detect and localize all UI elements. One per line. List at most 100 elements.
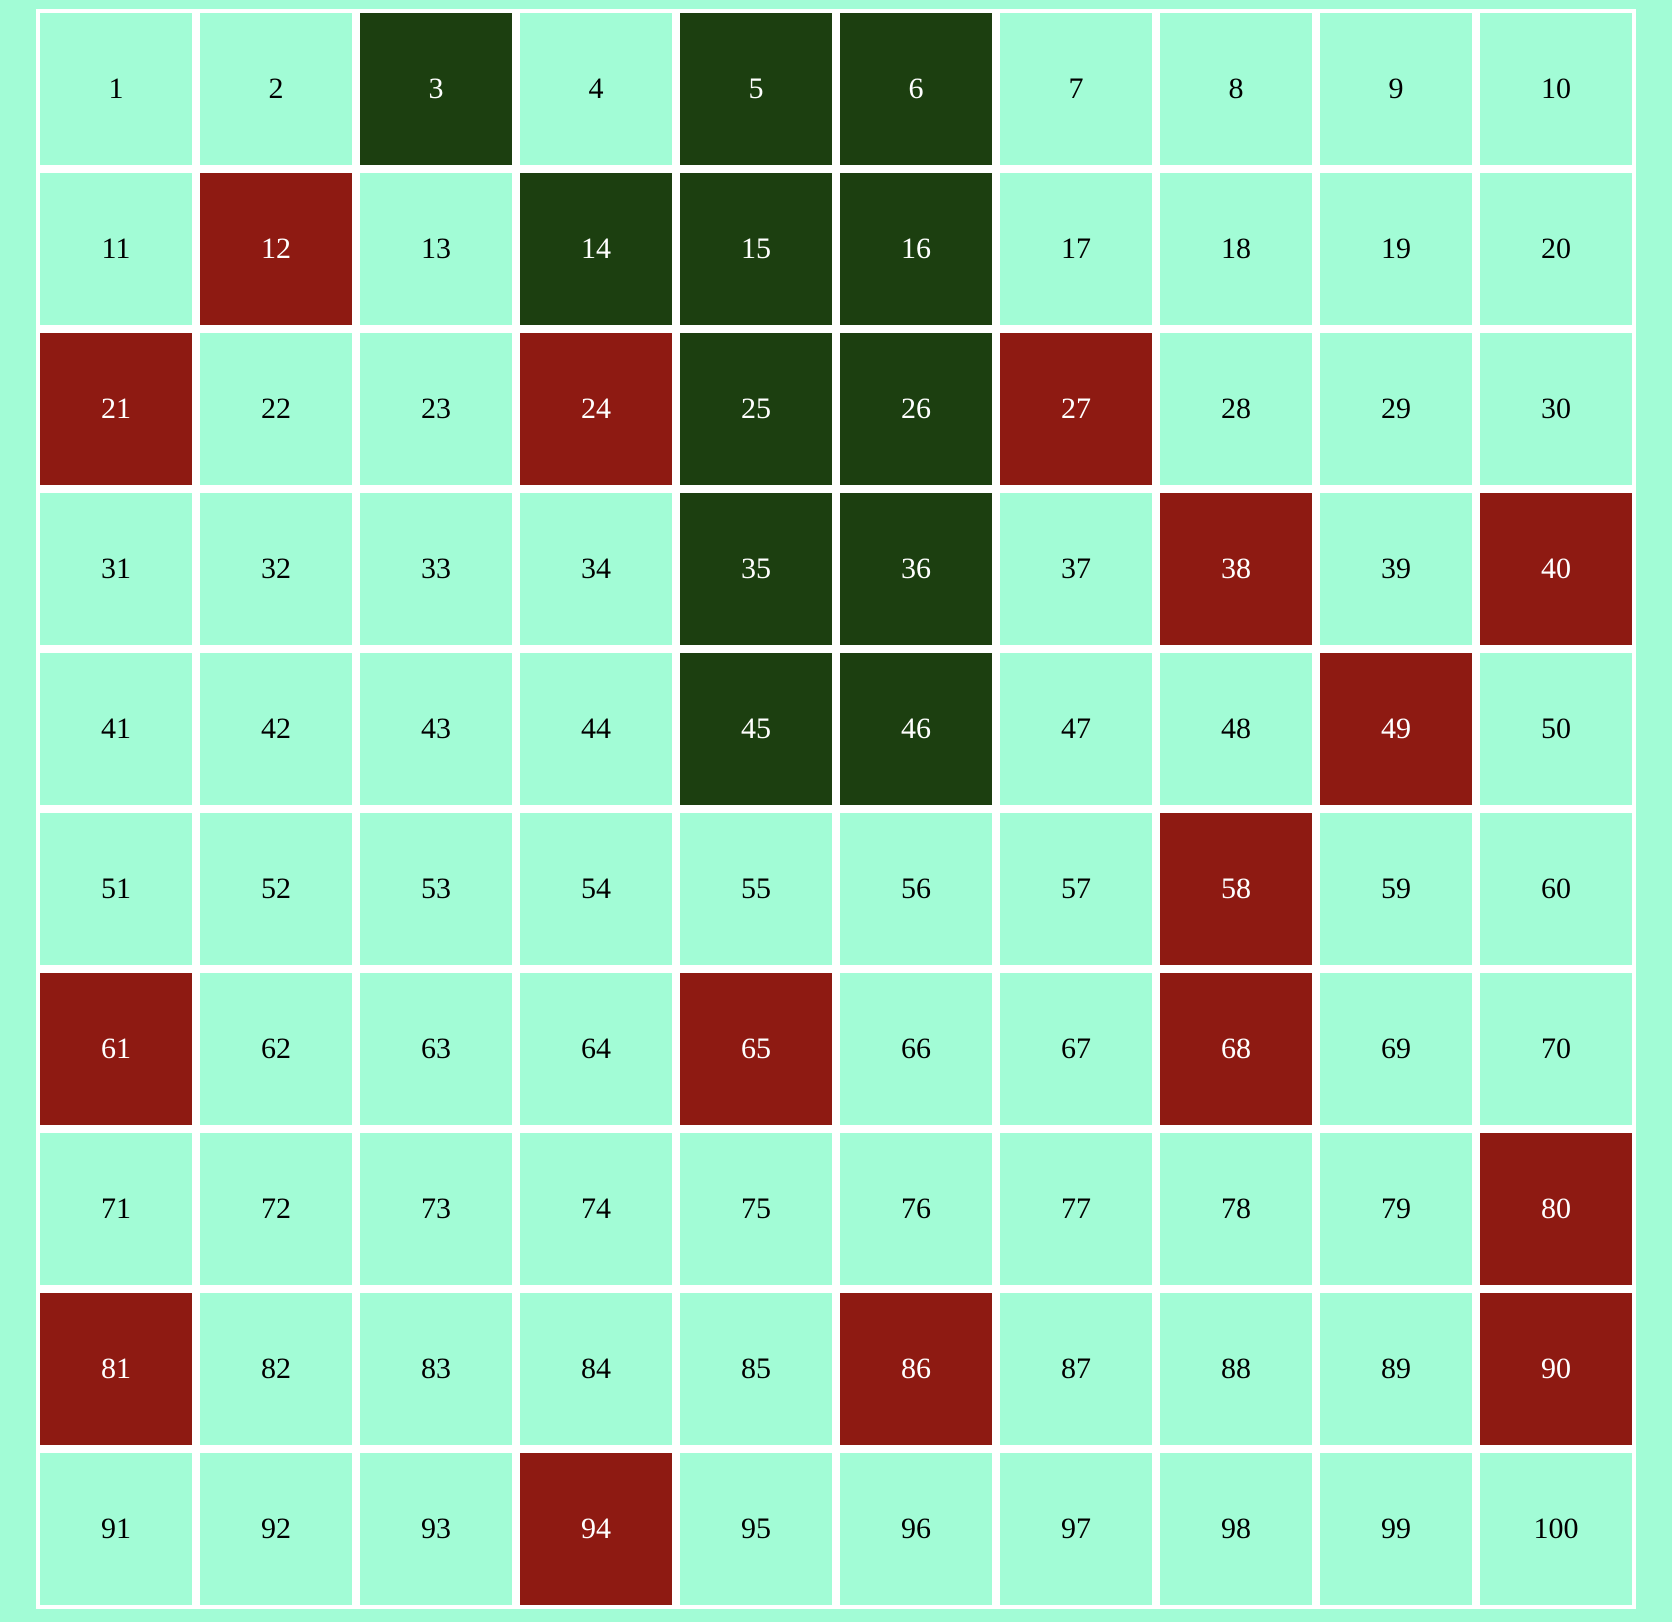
board-cell-2[interactable]: 2 [200, 13, 352, 165]
board-cell-48[interactable]: 48 [1160, 653, 1312, 805]
board-cell-72[interactable]: 72 [200, 1133, 352, 1285]
board-cell-95[interactable]: 95 [680, 1453, 832, 1605]
board-cell-37[interactable]: 37 [1000, 493, 1152, 645]
board-cell-62[interactable]: 62 [200, 973, 352, 1125]
board-cell-7[interactable]: 7 [1000, 13, 1152, 165]
board-cell-52[interactable]: 52 [200, 813, 352, 965]
board-cell-38-food[interactable]: 38 [1160, 493, 1312, 645]
board-cell-17[interactable]: 17 [1000, 173, 1152, 325]
board-cell-88[interactable]: 88 [1160, 1293, 1312, 1445]
board-cell-91[interactable]: 91 [40, 1453, 192, 1605]
board-cell-90-food[interactable]: 90 [1480, 1293, 1632, 1445]
board-cell-29[interactable]: 29 [1320, 333, 1472, 485]
board-cell-30[interactable]: 30 [1480, 333, 1632, 485]
board-cell-63[interactable]: 63 [360, 973, 512, 1125]
board-cell-85[interactable]: 85 [680, 1293, 832, 1445]
board-cell-19[interactable]: 19 [1320, 173, 1472, 325]
board-cell-26-snake[interactable]: 26 [840, 333, 992, 485]
board-cell-23[interactable]: 23 [360, 333, 512, 485]
board-cell-86-food[interactable]: 86 [840, 1293, 992, 1445]
board-cell-73[interactable]: 73 [360, 1133, 512, 1285]
board-cell-14-snake[interactable]: 14 [520, 173, 672, 325]
board-cell-11[interactable]: 11 [40, 173, 192, 325]
board-cell-4[interactable]: 4 [520, 13, 672, 165]
board-cell-15-snake[interactable]: 15 [680, 173, 832, 325]
board-cell-69[interactable]: 69 [1320, 973, 1472, 1125]
board-cell-68-food[interactable]: 68 [1160, 973, 1312, 1125]
board-cell-77[interactable]: 77 [1000, 1133, 1152, 1285]
board-cell-50[interactable]: 50 [1480, 653, 1632, 805]
board-cell-82[interactable]: 82 [200, 1293, 352, 1445]
board-cell-47[interactable]: 47 [1000, 653, 1152, 805]
board-cell-80-food[interactable]: 80 [1480, 1133, 1632, 1285]
board-cell-57[interactable]: 57 [1000, 813, 1152, 965]
board-cell-84[interactable]: 84 [520, 1293, 672, 1445]
board-cell-27-food[interactable]: 27 [1000, 333, 1152, 485]
board-cell-76[interactable]: 76 [840, 1133, 992, 1285]
board-cell-10[interactable]: 10 [1480, 13, 1632, 165]
board-cell-78[interactable]: 78 [1160, 1133, 1312, 1285]
board-cell-75[interactable]: 75 [680, 1133, 832, 1285]
board-cell-55[interactable]: 55 [680, 813, 832, 965]
board-cell-1[interactable]: 1 [40, 13, 192, 165]
board-cell-40-food[interactable]: 40 [1480, 493, 1632, 645]
board-cell-70[interactable]: 70 [1480, 973, 1632, 1125]
board-cell-16-snake[interactable]: 16 [840, 173, 992, 325]
board-cell-87[interactable]: 87 [1000, 1293, 1152, 1445]
board-cell-94-food[interactable]: 94 [520, 1453, 672, 1605]
board-cell-46-snake[interactable]: 46 [840, 653, 992, 805]
board-cell-98[interactable]: 98 [1160, 1453, 1312, 1605]
board-cell-28[interactable]: 28 [1160, 333, 1312, 485]
board-cell-71[interactable]: 71 [40, 1133, 192, 1285]
board-cell-92[interactable]: 92 [200, 1453, 352, 1605]
board-cell-5-snake[interactable]: 5 [680, 13, 832, 165]
board-cell-100[interactable]: 100 [1480, 1453, 1632, 1605]
board-cell-13[interactable]: 13 [360, 173, 512, 325]
board-cell-45-snake[interactable]: 45 [680, 653, 832, 805]
board-cell-89[interactable]: 89 [1320, 1293, 1472, 1445]
board-cell-20[interactable]: 20 [1480, 173, 1632, 325]
board-cell-6-snake[interactable]: 6 [840, 13, 992, 165]
board-cell-25-snake[interactable]: 25 [680, 333, 832, 485]
board-cell-43[interactable]: 43 [360, 653, 512, 805]
board-cell-64[interactable]: 64 [520, 973, 672, 1125]
board-cell-35-snake[interactable]: 35 [680, 493, 832, 645]
board-cell-12-food[interactable]: 12 [200, 173, 352, 325]
board-cell-81-food[interactable]: 81 [40, 1293, 192, 1445]
board-cell-44[interactable]: 44 [520, 653, 672, 805]
board-cell-74[interactable]: 74 [520, 1133, 672, 1285]
board-cell-99[interactable]: 99 [1320, 1453, 1472, 1605]
board-cell-34[interactable]: 34 [520, 493, 672, 645]
board-cell-58-food[interactable]: 58 [1160, 813, 1312, 965]
board-cell-31[interactable]: 31 [40, 493, 192, 645]
board-cell-3-snake[interactable]: 3 [360, 13, 512, 165]
board-cell-9[interactable]: 9 [1320, 13, 1472, 165]
board-cell-61-food[interactable]: 61 [40, 973, 192, 1125]
board-cell-49-food[interactable]: 49 [1320, 653, 1472, 805]
board-cell-41[interactable]: 41 [40, 653, 192, 805]
board-cell-66[interactable]: 66 [840, 973, 992, 1125]
board-cell-24-food[interactable]: 24 [520, 333, 672, 485]
board-cell-59[interactable]: 59 [1320, 813, 1472, 965]
board-cell-93[interactable]: 93 [360, 1453, 512, 1605]
board-cell-60[interactable]: 60 [1480, 813, 1632, 965]
board-cell-42[interactable]: 42 [200, 653, 352, 805]
board-cell-21-food[interactable]: 21 [40, 333, 192, 485]
board-cell-83[interactable]: 83 [360, 1293, 512, 1445]
board-cell-67[interactable]: 67 [1000, 973, 1152, 1125]
board-cell-32[interactable]: 32 [200, 493, 352, 645]
board-cell-8[interactable]: 8 [1160, 13, 1312, 165]
board-cell-51[interactable]: 51 [40, 813, 192, 965]
board-cell-56[interactable]: 56 [840, 813, 992, 965]
board-cell-54[interactable]: 54 [520, 813, 672, 965]
board-cell-53[interactable]: 53 [360, 813, 512, 965]
board-cell-39[interactable]: 39 [1320, 493, 1472, 645]
board-cell-79[interactable]: 79 [1320, 1133, 1472, 1285]
board-cell-97[interactable]: 97 [1000, 1453, 1152, 1605]
board-cell-22[interactable]: 22 [200, 333, 352, 485]
board-cell-18[interactable]: 18 [1160, 173, 1312, 325]
board-cell-36-snake[interactable]: 36 [840, 493, 992, 645]
board-cell-33[interactable]: 33 [360, 493, 512, 645]
board-cell-96[interactable]: 96 [840, 1453, 992, 1605]
board-cell-65-food[interactable]: 65 [680, 973, 832, 1125]
